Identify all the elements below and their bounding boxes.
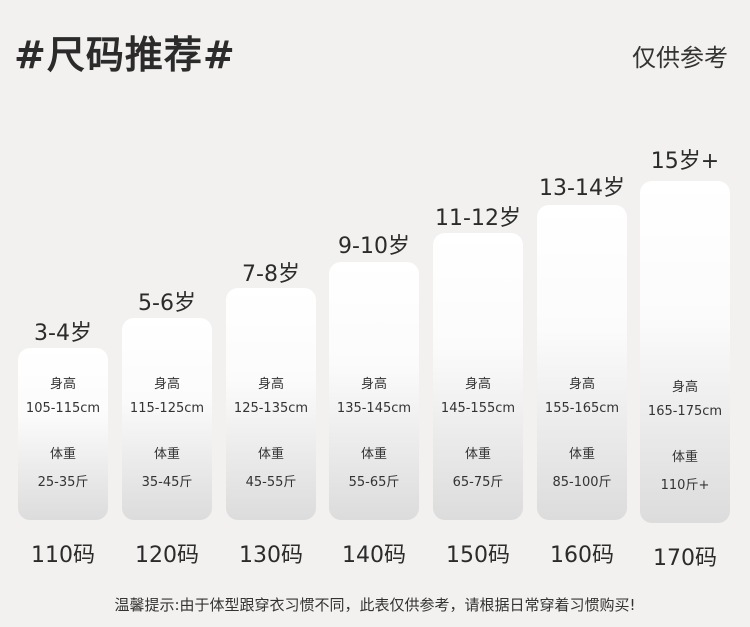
weight-label: 体重 (671, 450, 698, 465)
size-card (18, 348, 108, 520)
weight-value: 110斤+ (660, 478, 710, 493)
page-title: #尺码推荐# (14, 33, 236, 77)
size-label: 120码 (135, 543, 199, 568)
size-card (226, 288, 316, 520)
weight-value: 85-100斤 (552, 475, 612, 490)
height-value: 135-145cm (336, 401, 412, 416)
weight-value: 25-35斤 (37, 475, 89, 490)
height-value: 155-165cm (544, 401, 620, 416)
weight-label: 体重 (257, 447, 284, 462)
size-label: 140码 (342, 543, 406, 568)
weight-label: 体重 (360, 447, 387, 462)
weight-value: 55-65斤 (348, 475, 400, 490)
weight-label: 体重 (153, 447, 180, 462)
weight-label: 体重 (49, 447, 76, 462)
age-label: 13-14岁 (539, 176, 625, 201)
weight-label: 体重 (568, 447, 595, 462)
weight-label: 体重 (464, 447, 491, 462)
size-label: 170码 (653, 546, 717, 571)
size-card (537, 205, 627, 520)
tip-text: 温馨提示:由于体型跟穿衣习惯不同，此表仅供参考，请根据日常穿着习惯购买! (114, 596, 636, 614)
height-label: 身高 (568, 377, 595, 392)
weight-value: 45-55斤 (245, 475, 297, 490)
size-label: 150码 (446, 543, 510, 568)
size-label: 130码 (239, 543, 303, 568)
age-label: 5-6岁 (138, 291, 196, 316)
height-value: 165-175cm (647, 404, 723, 419)
age-label: 9-10岁 (338, 234, 410, 259)
age-label: 7-8岁 (242, 262, 300, 287)
size-card (433, 233, 523, 520)
weight-value: 65-75斤 (452, 475, 504, 490)
size-label: 160码 (550, 543, 614, 568)
size-card (640, 181, 730, 523)
age-label: 3-4岁 (34, 321, 92, 346)
age-label: 15岁+ (650, 149, 720, 174)
height-value: 105-115cm (25, 401, 101, 416)
height-label: 身高 (257, 377, 284, 392)
height-label: 身高 (464, 377, 491, 392)
height-value: 145-155cm (440, 401, 516, 416)
height-value: 125-135cm (233, 401, 309, 416)
height-label: 身高 (671, 380, 698, 395)
height-label: 身高 (360, 377, 387, 392)
weight-value: 35-45斤 (141, 475, 193, 490)
reference-note: 仅供参考 (632, 44, 728, 72)
height-label: 身高 (153, 377, 180, 392)
height-label: 身高 (49, 377, 76, 392)
size-label: 110码 (31, 543, 95, 568)
size-card (329, 262, 419, 520)
height-value: 115-125cm (129, 401, 205, 416)
age-label: 11-12岁 (435, 206, 521, 231)
size-card (122, 318, 212, 520)
